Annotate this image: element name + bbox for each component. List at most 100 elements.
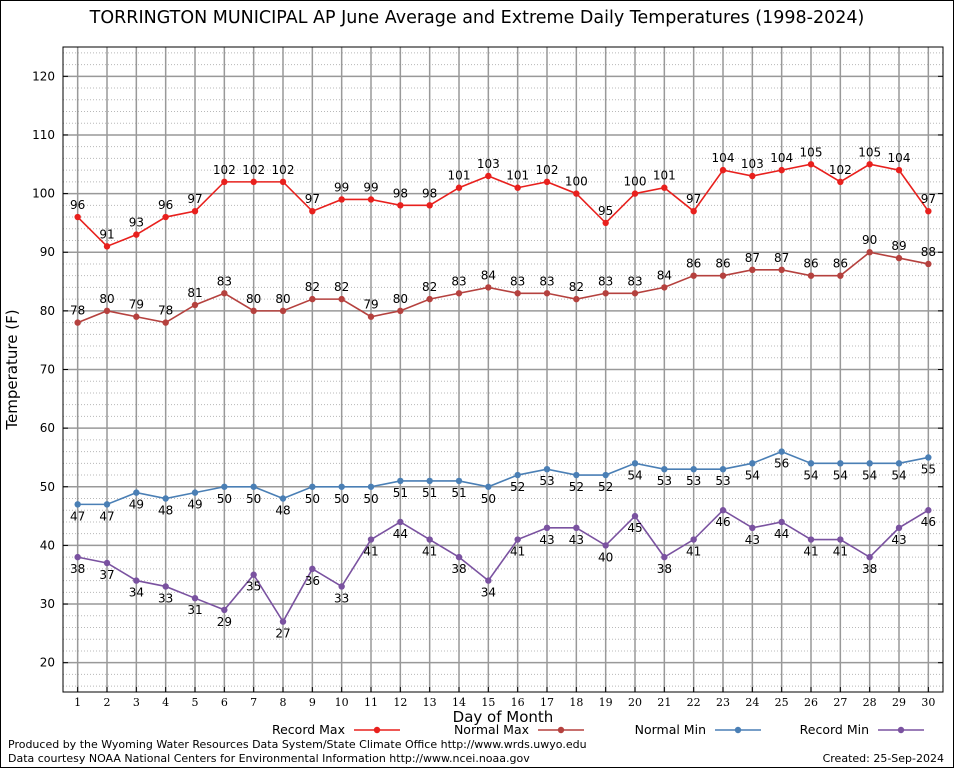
data-label-normal-min: 51 xyxy=(422,486,437,500)
data-label-normal-max: 83 xyxy=(598,274,613,288)
data-label-record-min: 33 xyxy=(158,591,173,605)
data-label-normal-max: 87 xyxy=(745,251,760,265)
x-tick-label: 4 xyxy=(162,696,169,709)
data-label-normal-max: 80 xyxy=(246,292,261,306)
data-label-normal-min: 47 xyxy=(99,509,114,523)
x-tick-label: 7 xyxy=(250,696,257,709)
data-label-record-min: 34 xyxy=(129,586,144,600)
x-tick-label: 15 xyxy=(481,696,495,709)
data-label-normal-max: 86 xyxy=(803,257,818,271)
y-tick-label: 30 xyxy=(40,597,55,611)
data-point-normal-max xyxy=(309,295,316,303)
data-label-normal-max: 84 xyxy=(481,268,496,282)
data-label-normal-max: 82 xyxy=(422,280,437,294)
data-label-record-max: 97 xyxy=(921,192,936,206)
data-point-normal-max xyxy=(250,307,257,315)
x-tick-label: 9 xyxy=(309,696,316,709)
data-label-record-max: 100 xyxy=(624,175,647,189)
legend-label-record-min: Record Min xyxy=(800,722,869,737)
data-point-normal-min xyxy=(309,483,316,490)
x-tick-label: 24 xyxy=(745,696,759,709)
legend-marker-normal-min xyxy=(734,726,742,734)
data-point-record-min xyxy=(514,536,521,543)
data-point-record-min xyxy=(631,512,639,520)
series-normal-max: 78 80 79 78 81 83 80 80 82 82 79 80 82 83 84 83 83 82 83 83… xyxy=(70,233,936,326)
data-point-normal-max xyxy=(485,284,492,291)
legend-label-normal-min: Normal Min xyxy=(635,722,706,737)
legend-label-record-max: Record Max xyxy=(272,722,345,737)
grid-lines xyxy=(63,47,943,692)
data-point-record-max xyxy=(837,178,844,186)
data-point-record-max xyxy=(895,166,903,174)
data-point-record-min xyxy=(309,565,316,573)
data-point-normal-min xyxy=(485,483,492,490)
data-point-record-max xyxy=(514,184,521,191)
x-tick-label: 27 xyxy=(833,696,847,709)
data-point-normal-max xyxy=(602,290,609,297)
data-point-normal-min xyxy=(455,477,463,485)
data-point-record-min xyxy=(573,524,580,532)
data-label-record-max: 105 xyxy=(800,145,823,159)
data-point-normal-max xyxy=(573,295,580,303)
data-point-normal-min xyxy=(807,460,815,467)
data-point-normal-max xyxy=(397,307,404,315)
series-line-record-max xyxy=(77,163,929,248)
data-point-normal-max xyxy=(367,313,375,320)
footer-created-date: Created: 25-Sep-2024 xyxy=(822,752,944,765)
y-tick-label: 20 xyxy=(40,656,55,670)
data-point-normal-max xyxy=(74,319,81,326)
x-tick-label: 21 xyxy=(657,696,671,709)
data-label-record-max: 97 xyxy=(305,192,320,206)
data-point-record-min xyxy=(367,536,375,543)
data-label-record-min: 27 xyxy=(275,627,290,641)
x-tick-label: 1 xyxy=(74,696,81,709)
data-label-normal-max: 82 xyxy=(334,280,349,294)
data-label-record-max: 103 xyxy=(741,157,764,171)
data-point-record-max xyxy=(455,184,463,191)
data-label-normal-min: 56 xyxy=(774,457,789,471)
data-label-normal-min: 53 xyxy=(715,474,730,488)
data-point-normal-max xyxy=(162,319,169,326)
data-point-record-max xyxy=(426,202,433,209)
data-point-record-min xyxy=(719,507,727,514)
data-label-normal-max: 83 xyxy=(627,274,642,288)
x-axis-label: Day of Month xyxy=(453,708,554,726)
data-label-record-min: 38 xyxy=(657,562,672,576)
data-point-record-max xyxy=(925,207,932,215)
data-label-record-max: 103 xyxy=(477,157,500,171)
legend-marker-record-max xyxy=(373,726,381,734)
data-point-record-min xyxy=(191,594,199,602)
data-point-normal-max xyxy=(749,266,756,274)
series-record-max: 96 91 93 96 97 102 102 102 97 99 99 98 98 101 103 101 10… xyxy=(70,145,936,250)
data-label-record-max: 91 xyxy=(99,227,114,241)
x-tick-label: 20 xyxy=(628,696,642,709)
y-tick-label: 40 xyxy=(40,538,55,552)
data-label-record-min: 33 xyxy=(334,591,349,605)
data-point-record-max xyxy=(133,231,140,238)
data-label-normal-min: 52 xyxy=(510,480,525,494)
data-point-record-max xyxy=(309,207,316,215)
x-tick-label: 23 xyxy=(716,696,730,709)
data-label-record-min: 40 xyxy=(598,550,613,564)
series-line-normal-max xyxy=(77,251,929,324)
data-point-record-min xyxy=(543,524,551,532)
data-label-record-max: 97 xyxy=(187,192,202,206)
footer-data-courtesy: Data courtesy NOAA National Centers for … xyxy=(8,752,530,765)
data-label-record-min: 38 xyxy=(451,562,466,576)
data-label-record-max: 102 xyxy=(242,163,265,177)
legend-label-normal-max: Normal Max xyxy=(454,722,529,737)
data-label-record-min: 38 xyxy=(70,562,85,576)
data-point-normal-max xyxy=(103,307,111,315)
data-point-record-min xyxy=(250,571,257,578)
data-label-record-max: 99 xyxy=(334,180,349,194)
x-tick-label: 5 xyxy=(192,696,199,709)
data-point-normal-min xyxy=(221,483,228,490)
y-tick-label: 90 xyxy=(40,245,55,259)
data-label-normal-min: 53 xyxy=(657,474,672,488)
data-point-normal-max xyxy=(866,249,873,256)
y-tick-label: 70 xyxy=(40,363,55,377)
data-point-normal-max xyxy=(925,260,932,268)
data-point-record-min xyxy=(221,606,228,614)
data-label-record-max: 95 xyxy=(598,204,613,218)
data-label-normal-max: 86 xyxy=(686,257,701,271)
